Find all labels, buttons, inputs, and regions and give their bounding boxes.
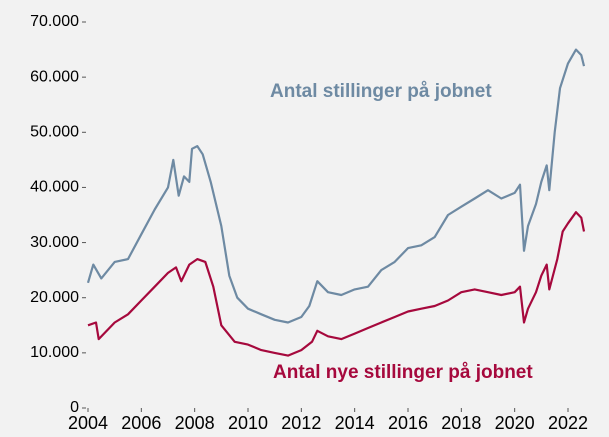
x-tick-label: 2012 <box>281 413 321 433</box>
y-tick-label: 70.000 <box>30 13 79 30</box>
series-line <box>87 211 586 357</box>
x-tick-label: 2020 <box>495 413 535 433</box>
series-line <box>86 48 586 324</box>
x-tick-label: 2010 <box>228 413 268 433</box>
x-tick-label: 2004 <box>68 413 108 433</box>
x-tick-label: 2022 <box>548 413 588 433</box>
y-tick-label: 10.000 <box>30 344 79 361</box>
y-tick-label: 0 <box>70 399 79 416</box>
y-tick-label: 60.000 <box>30 68 79 85</box>
series-label: Antal stillinger på jobnet <box>270 81 492 102</box>
y-tick-label: 50.000 <box>30 124 79 141</box>
y-tick-label: 40.000 <box>30 179 79 196</box>
x-tick-label: 2018 <box>441 413 481 433</box>
y-tick-label: 20.000 <box>30 289 79 306</box>
y-tick-label: 30.000 <box>30 234 79 251</box>
series-label: Antal nye stillinger på jobnet <box>273 362 533 383</box>
x-tick-label: 2014 <box>335 413 375 433</box>
x-tick-label: 2016 <box>388 413 428 433</box>
x-tick-label: 2006 <box>121 413 161 433</box>
x-tick-label: 2008 <box>175 413 215 433</box>
